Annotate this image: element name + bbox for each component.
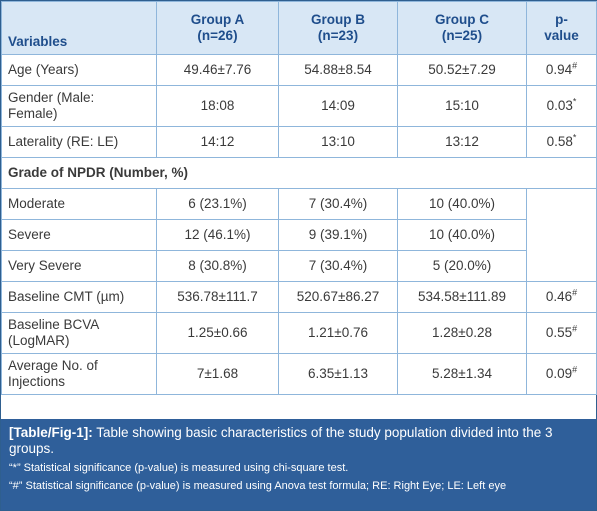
row-age: Age (Years) 49.46±7.76 54.88±8.54 50.52±… <box>1 54 597 86</box>
cell-p-value-empty <box>526 219 597 251</box>
cell-p-value-empty <box>526 250 597 282</box>
row-label: Moderate <box>1 188 157 220</box>
caption-main: [Table/Fig-1]: Table showing basic chara… <box>9 425 588 457</box>
cell-p-value: 0.94# <box>526 54 597 86</box>
header-row: Variables Group A (n=26) Group B (n=23) Gr… <box>1 1 597 55</box>
row-label: Baseline BCVA (LogMAR) <box>1 312 157 354</box>
row-npdr-section: Grade of NPDR (Number, %) <box>1 157 597 189</box>
row-label: Laterality (RE: LE) <box>1 126 157 158</box>
cell-group-a: 536.78±111.7 <box>156 281 279 313</box>
row-label: Age (Years) <box>1 54 157 86</box>
figure-caption: [Table/Fig-1]: Table showing basic chara… <box>1 419 596 510</box>
cell-group-b: 13:10 <box>278 126 398 158</box>
cell-p-value: 0.03* <box>526 85 597 127</box>
caption-note-star: “*” Statistical significance (p-value) i… <box>9 462 349 474</box>
cell-p-value-empty <box>526 188 597 220</box>
cell-group-b: 9 (39.1%) <box>278 219 398 251</box>
cell-group-b: 520.67±86.27 <box>278 281 398 313</box>
row-label: Gender (Male: Female) <box>1 85 157 127</box>
header-group-a: Group A (n=26) <box>156 1 279 55</box>
caption-label: [Table/Fig-1]: <box>9 425 93 440</box>
cell-group-b: 7 (30.4%) <box>278 188 398 220</box>
cell-group-a: 12 (46.1%) <box>156 219 279 251</box>
cell-group-c: 10 (40.0%) <box>397 188 527 220</box>
cell-group-a: 7±1.68 <box>156 353 279 395</box>
header-p-value: p-value <box>526 1 597 55</box>
row-label: Baseline CMT (µm) <box>1 281 157 313</box>
cell-group-a: 14:12 <box>156 126 279 158</box>
cell-p-value: 0.55# <box>526 312 597 354</box>
cell-group-a: 49.46±7.76 <box>156 54 279 86</box>
section-heading: Grade of NPDR (Number, %) <box>1 157 597 189</box>
cell-group-a: 1.25±0.66 <box>156 312 279 354</box>
row-label: Average No. of Injections <box>1 353 157 395</box>
cell-group-c: 13:12 <box>397 126 527 158</box>
row-gender: Gender (Male: Female) 18:08 14:09 15:10 0… <box>1 85 597 127</box>
cell-group-b: 6.35±1.13 <box>278 353 398 395</box>
caption-note-hash: “#” Statistical significance (p-value) i… <box>9 480 507 492</box>
row-label: Very Severe <box>1 250 157 282</box>
cell-group-b: 1.21±0.76 <box>278 312 398 354</box>
cell-group-c: 15:10 <box>397 85 527 127</box>
cell-p-value: 0.58* <box>526 126 597 158</box>
cell-group-c: 50.52±7.29 <box>397 54 527 86</box>
cell-group-a: 6 (23.1%) <box>156 188 279 220</box>
cell-group-b: 54.88±8.54 <box>278 54 398 86</box>
cell-group-c: 10 (40.0%) <box>397 219 527 251</box>
cell-group-c: 1.28±0.28 <box>397 312 527 354</box>
row-label: Severe <box>1 219 157 251</box>
cell-group-c: 534.58±111.89 <box>397 281 527 313</box>
cell-group-b: 14:09 <box>278 85 398 127</box>
header-variables: Variables <box>1 1 157 55</box>
row-laterality: Laterality (RE: LE) 14:12 13:10 13:12 0.… <box>1 126 597 158</box>
cell-group-b: 7 (30.4%) <box>278 250 398 282</box>
row-severe: Severe 12 (46.1%) 9 (39.1%) 10 (40.0%) <box>1 219 597 251</box>
header-group-b: Group B (n=23) <box>278 1 398 55</box>
cell-p-value: 0.09# <box>526 353 597 395</box>
cell-group-a: 18:08 <box>156 85 279 127</box>
row-moderate: Moderate 6 (23.1%) 7 (30.4%) 10 (40.0%) <box>1 188 597 220</box>
row-bcva: Baseline BCVA (LogMAR) 1.25±0.66 1.21±0.7… <box>1 312 597 354</box>
cell-p-value: 0.46# <box>526 281 597 313</box>
cell-group-c: 5 (20.0%) <box>397 250 527 282</box>
header-group-c: Group C (n=25) <box>397 1 527 55</box>
row-very-severe: Very Severe 8 (30.8%) 7 (30.4%) 5 (20.0%… <box>1 250 597 282</box>
caption-text: Table showing basic characteristics of t… <box>9 425 553 456</box>
cell-group-a: 8 (30.8%) <box>156 250 279 282</box>
row-injections: Average No. of Injections 7±1.68 6.35±1.1… <box>1 353 597 395</box>
cell-group-c: 5.28±1.34 <box>397 353 527 395</box>
characteristics-table: Variables Group A (n=26) Group B (n=23) Gr… <box>1 1 597 395</box>
row-cmt: Baseline CMT (µm) 536.78±111.7 520.67±86… <box>1 281 597 313</box>
